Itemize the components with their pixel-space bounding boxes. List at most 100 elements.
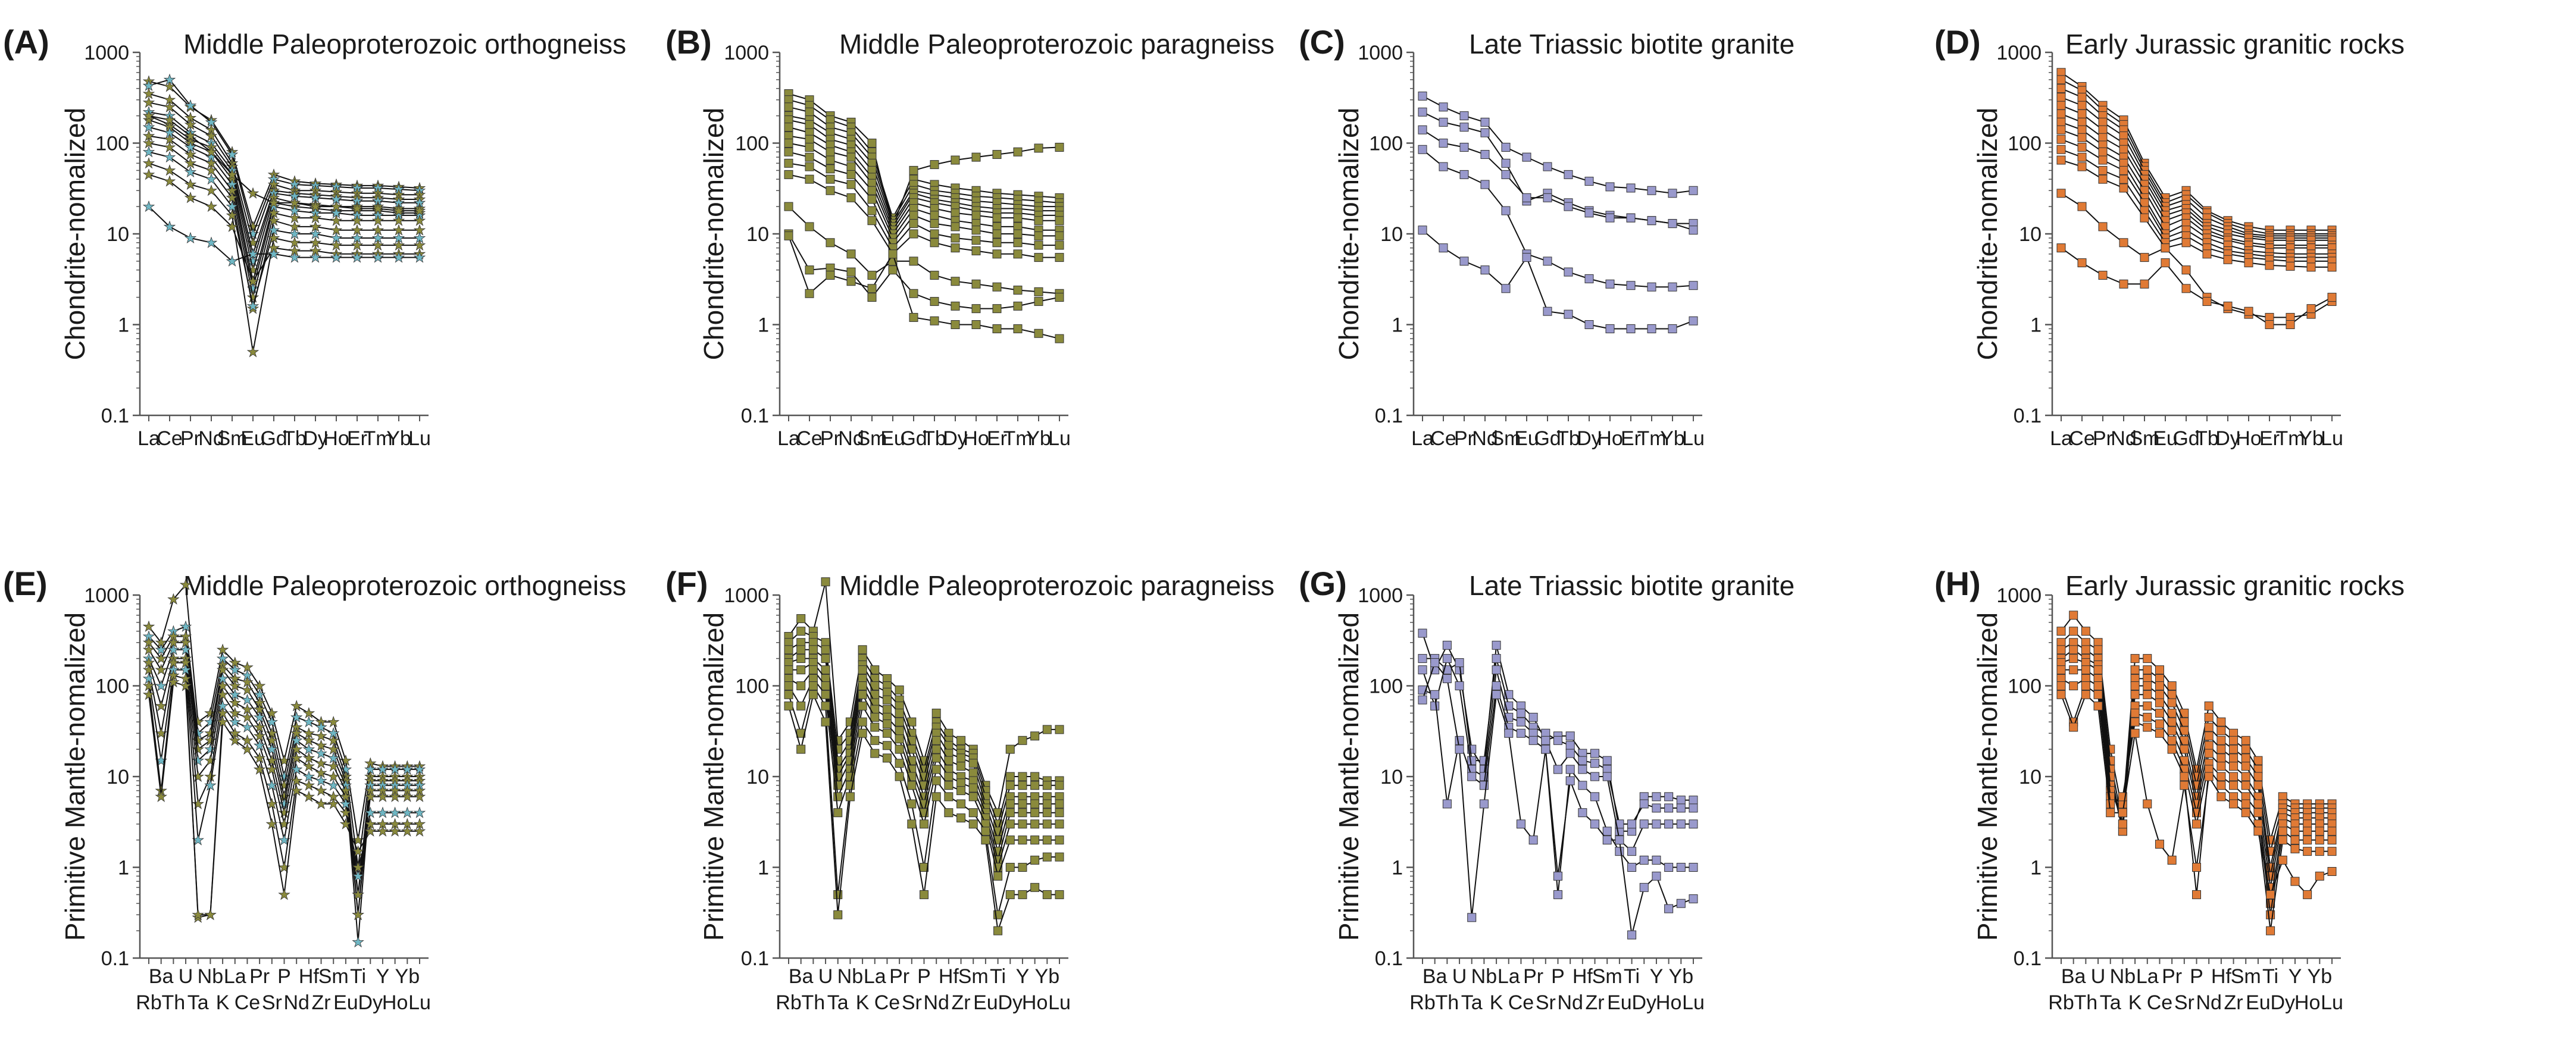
data-point — [377, 825, 389, 837]
x-tick-label: Y — [1016, 965, 1030, 988]
data-point — [155, 791, 167, 802]
y-tick-label: 0.1 — [2014, 947, 2042, 970]
data-point — [303, 780, 315, 791]
data-point — [784, 701, 793, 711]
data-point — [1578, 808, 1587, 818]
data-point — [930, 219, 939, 229]
data-point — [1668, 324, 1677, 333]
data-point — [242, 684, 253, 695]
y-tick-label: 100 — [2008, 675, 2042, 698]
data-point — [882, 705, 892, 714]
data-point — [2155, 698, 2164, 708]
data-point — [992, 150, 1002, 159]
data-point — [1042, 808, 1052, 818]
data-point — [867, 186, 877, 195]
data-point — [1455, 658, 1464, 668]
data-point — [1459, 170, 1469, 179]
data-point — [2130, 681, 2140, 690]
x-tick-label: La — [864, 965, 886, 988]
x-tick-label: Ta — [1461, 991, 1483, 1014]
data-point — [1480, 180, 1490, 189]
x-tick-label: Yb — [395, 965, 420, 988]
data-point — [2130, 708, 2140, 718]
data-point — [2077, 109, 2087, 118]
x-tick-label: Gd — [900, 427, 927, 450]
data-point — [895, 772, 904, 781]
x-tick-label: Ce — [874, 991, 900, 1014]
y-tick-label: 1000 — [1996, 42, 2042, 64]
panel-g-plot: 0.1 1 10 100 1000 Rb Ba Th U Ta Nb K La Ce Pr Sr P Nd Hf Zr… — [1358, 584, 1705, 1014]
data-point — [1005, 772, 1015, 781]
data-point — [931, 744, 941, 754]
data-point — [1455, 744, 1464, 754]
data-point — [1055, 725, 1064, 734]
data-point — [870, 712, 880, 722]
data-point — [2327, 262, 2337, 272]
x-tick-label: Tm — [363, 427, 392, 450]
data-point — [956, 753, 966, 763]
data-point — [888, 265, 898, 275]
data-point — [1055, 781, 1064, 790]
x-tick-label: Y — [1650, 965, 1664, 988]
data-point — [1005, 799, 1015, 809]
data-point — [1652, 792, 1661, 802]
data-point — [826, 155, 835, 165]
data-point — [1442, 654, 1452, 664]
data-point — [930, 229, 939, 239]
data-point — [1668, 282, 1677, 292]
data-point — [1018, 890, 1027, 899]
data-point — [401, 791, 413, 802]
data-point — [2143, 654, 2152, 664]
data-point — [377, 807, 389, 818]
y-tick-label: 1 — [118, 314, 129, 337]
x-tick-label: P — [2190, 965, 2203, 988]
y-tick-label: 1 — [2030, 857, 2042, 880]
data-point — [414, 825, 426, 837]
data-point — [1418, 628, 1427, 638]
data-point — [956, 799, 966, 809]
data-point — [1553, 736, 1562, 745]
data-point — [1652, 819, 1661, 829]
data-point — [821, 717, 830, 727]
x-tick-label: Ho — [1022, 991, 1048, 1014]
data-point — [1467, 772, 1477, 781]
data-point — [2192, 819, 2201, 829]
x-tick-label: K — [216, 991, 230, 1014]
x-tick-label: Nd — [923, 991, 949, 1014]
x-tick-label: Dy — [358, 991, 383, 1014]
data-point — [2204, 712, 2214, 722]
y-tick-label: 100 — [1369, 133, 1403, 155]
data-point — [1439, 117, 1448, 127]
data-point — [971, 320, 981, 329]
data-point — [372, 215, 384, 226]
y-tick-label: 1000 — [724, 584, 769, 607]
data-point — [2167, 690, 2177, 699]
data-point — [2204, 722, 2214, 732]
data-point — [2229, 744, 2239, 754]
data-point — [290, 700, 302, 711]
data-point — [895, 744, 904, 754]
x-tick-label: Th — [1436, 991, 1459, 1014]
data-point — [784, 102, 793, 112]
data-point — [1664, 792, 1674, 802]
data-point — [1042, 725, 1052, 734]
panel-a-label: (A) — [3, 23, 49, 61]
data-point — [1501, 284, 1511, 293]
x-tick-label: Ho — [323, 427, 349, 450]
data-point — [1541, 736, 1550, 745]
data-point — [1034, 216, 1043, 226]
data-point — [2056, 134, 2066, 144]
x-tick-label: Ba — [789, 965, 814, 988]
data-point — [1430, 658, 1440, 668]
data-point — [2077, 101, 2087, 110]
data-point — [833, 808, 843, 818]
data-point — [310, 252, 321, 263]
panel-b-plot: 0.1 1 10 100 1000 LaCePrNdSmEuGdTbDyHoErTmYbL… — [724, 42, 1071, 450]
y-tick-label: 10 — [2019, 223, 2042, 246]
data-point — [2140, 279, 2149, 289]
x-tick-label: Ho — [2236, 427, 2261, 450]
data-point — [826, 164, 835, 174]
data-point — [895, 685, 904, 694]
panel-e: (E) Middle Paleoproterozoic orthogneiss … — [3, 565, 626, 1014]
panel-f: (F) Middle Paleoproterozoic paragneiss P… — [665, 565, 1274, 1014]
